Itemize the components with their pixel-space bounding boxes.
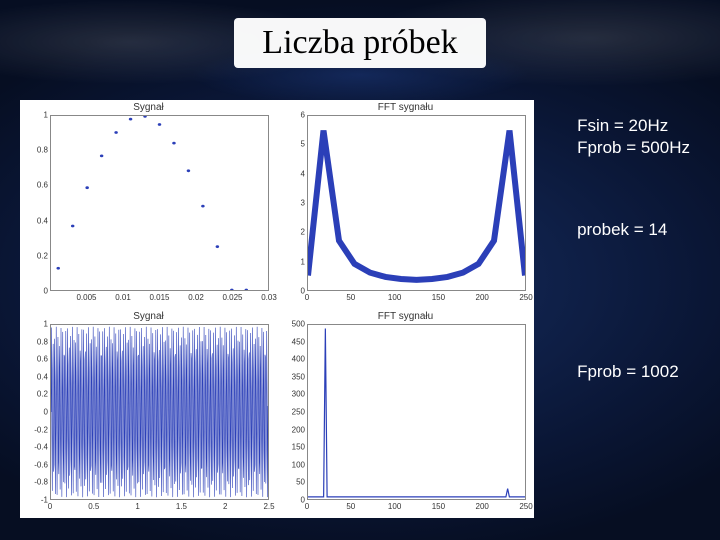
ytick-label: 500: [279, 320, 305, 329]
annotation-fprob-bottom: Fprob = 1002: [577, 361, 690, 383]
ytick-label: 0.8: [22, 146, 48, 155]
xtick-label: 0.015: [149, 293, 169, 302]
ytick-label: 5: [279, 140, 305, 149]
ytick-label: 100: [279, 460, 305, 469]
ytick-label: 0.8: [22, 337, 48, 346]
xtick-label: 250: [519, 502, 532, 511]
xtick-label: 2.5: [263, 502, 274, 511]
chart-title-tl: Sygnał: [20, 102, 277, 113]
chart-grid: Sygnał 0 0.2 0.4 0.6 0.8 1 0.005 0.01 0.015 0.02 0…: [20, 100, 534, 518]
plot-area-tr: [307, 115, 526, 291]
xtick-label: 50: [346, 502, 355, 511]
plot-area-br: [307, 324, 526, 500]
plot-area-tl: [50, 115, 269, 291]
annotation-probek: probek = 14: [577, 219, 690, 241]
chart-title-br: FFT sygnału: [277, 311, 534, 322]
line-plot-br: [308, 325, 525, 499]
annotation-block-1: Fsin = 20Hz Fprob = 500Hz: [577, 115, 690, 159]
annotation-fsin: Fsin = 20Hz: [577, 115, 690, 137]
ytick-label: -0.6: [22, 460, 48, 469]
ytick-label: 0: [279, 496, 305, 505]
xtick-label: 0: [305, 293, 309, 302]
dense-line-plot-bl: [51, 325, 268, 499]
ytick-label: 0.4: [22, 216, 48, 225]
page-title: Liczba próbek: [234, 18, 485, 68]
ytick-label: 150: [279, 443, 305, 452]
xtick-label: 50: [346, 293, 355, 302]
title-container: Liczba próbek: [0, 18, 720, 68]
scatter-plot-tl: [51, 116, 268, 290]
chart-title-bl: Sygnał: [20, 311, 277, 322]
ytick-label: 0: [22, 408, 48, 417]
xtick-label: 150: [432, 293, 445, 302]
xtick-label: 0.02: [188, 293, 204, 302]
xtick-label: 150: [432, 502, 445, 511]
ytick-label: 6: [279, 111, 305, 120]
ytick-label: 200: [279, 425, 305, 434]
ytick-label: 250: [279, 408, 305, 417]
panel-bottom-left: Sygnał -1 -0.8 -0.6 -0.4 -0.2 0 0.2 0.4 0.6 0.8 1 0…: [20, 309, 277, 518]
xtick-label: 1: [135, 502, 139, 511]
ytick-label: 0.4: [22, 372, 48, 381]
ytick-label: 0.6: [22, 181, 48, 190]
ytick-label: 0.6: [22, 355, 48, 364]
xtick-label: 200: [476, 502, 489, 511]
ytick-label: 0.2: [22, 390, 48, 399]
xtick-label: 0.5: [88, 502, 99, 511]
xtick-label: 250: [519, 293, 532, 302]
ytick-label: 0: [279, 287, 305, 296]
panel-top-right: FFT sygnału 0 1 2 3 4 5 6 0 50 100 150 200 250: [277, 100, 534, 309]
ytick-label: 1: [22, 320, 48, 329]
annotation-block-2: probek = 14: [577, 219, 690, 241]
xtick-label: 200: [476, 293, 489, 302]
xtick-label: 100: [388, 502, 401, 511]
xtick-label: 0.005: [76, 293, 96, 302]
ytick-label: 350: [279, 372, 305, 381]
ytick-label: -0.4: [22, 443, 48, 452]
line-plot-tr: [308, 116, 525, 290]
side-annotations: Fsin = 20Hz Fprob = 500Hz probek = 14 Fp…: [577, 115, 690, 443]
ytick-label: 450: [279, 337, 305, 346]
xtick-label: 0: [48, 502, 52, 511]
xtick-label: 0.01: [115, 293, 131, 302]
ytick-label: 300: [279, 390, 305, 399]
ytick-label: 400: [279, 355, 305, 364]
xtick-label: 0.03: [261, 293, 277, 302]
ytick-label: 1: [22, 111, 48, 120]
xtick-label: 0.025: [222, 293, 242, 302]
xtick-label: 1.5: [176, 502, 187, 511]
plot-area-bl: [50, 324, 269, 500]
ytick-label: 0.2: [22, 251, 48, 260]
ytick-label: 50: [279, 478, 305, 487]
ytick-label: -0.8: [22, 478, 48, 487]
ytick-label: 1: [279, 257, 305, 266]
xtick-label: 100: [388, 293, 401, 302]
annotation-fprob-top: Fprob = 500Hz: [577, 137, 690, 159]
ytick-label: 2: [279, 228, 305, 237]
xtick-label: 2: [223, 502, 227, 511]
ytick-label: 4: [279, 169, 305, 178]
ytick-label: -0.2: [22, 425, 48, 434]
chart-title-tr: FFT sygnału: [277, 102, 534, 113]
ytick-label: 3: [279, 199, 305, 208]
panel-top-left: Sygnał 0 0.2 0.4 0.6 0.8 1 0.005 0.01 0.015 0.02 0…: [20, 100, 277, 309]
ytick-label: 0: [22, 287, 48, 296]
annotation-block-3: Fprob = 1002: [577, 361, 690, 383]
xtick-label: 0: [305, 502, 309, 511]
ytick-label: -1: [22, 496, 48, 505]
panel-bottom-right: FFT sygnału 0 50 100 150 200 250 300 350 400 450 5…: [277, 309, 534, 518]
